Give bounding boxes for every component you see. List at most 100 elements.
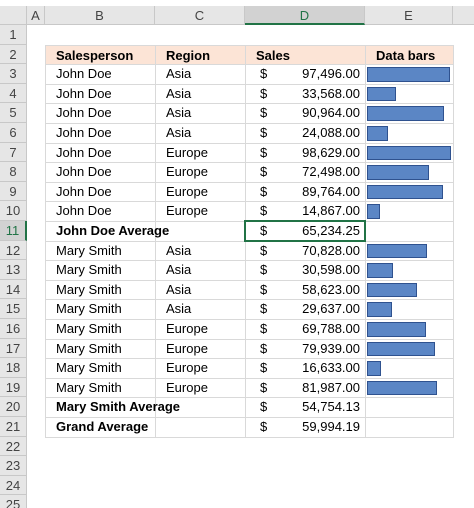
- region-cell[interactable]: Europe: [166, 321, 208, 336]
- region-cell[interactable]: Europe: [166, 379, 208, 395]
- column-header[interactable]: C: [155, 6, 245, 25]
- region-cell[interactable]: Europe: [166, 164, 208, 180]
- row-header[interactable]: 13: [0, 260, 27, 280]
- sales-value[interactable]: 33,568.00: [302, 85, 360, 101]
- salesperson-cell[interactable]: John Doe Average: [56, 223, 170, 238]
- column-header[interactable]: E: [365, 6, 453, 25]
- column-header[interactable]: D: [245, 6, 365, 25]
- salesperson-cell[interactable]: Mary Smith: [56, 321, 122, 336]
- column-header[interactable]: B: [45, 6, 155, 25]
- salesperson-cell[interactable]: John Doe: [56, 85, 112, 101]
- sales-value[interactable]: 24,088.00: [302, 125, 360, 140]
- currency-symbol: $: [260, 203, 268, 219]
- sales-value[interactable]: 72,498.00: [302, 164, 360, 180]
- data-bar: [367, 361, 382, 376]
- grid-line: [45, 397, 454, 399]
- region-cell[interactable]: Europe: [166, 203, 208, 219]
- salesperson-cell[interactable]: Mary Smith: [56, 379, 122, 395]
- sales-value[interactable]: 89,764.00: [302, 183, 360, 199]
- region-cell[interactable]: Asia: [166, 242, 192, 258]
- salesperson-cell[interactable]: Mary Smith Average: [56, 399, 181, 415]
- row-header[interactable]: 4: [0, 83, 27, 104]
- salesperson-cell[interactable]: Mary Smith: [56, 242, 122, 258]
- selected-cell[interactable]: [244, 220, 366, 242]
- row-header[interactable]: 17: [0, 338, 27, 359]
- salesperson-cell[interactable]: John Doe: [56, 144, 112, 160]
- column-header[interactable]: A: [27, 6, 45, 25]
- select-all[interactable]: [0, 6, 27, 25]
- currency-symbol: $: [260, 360, 268, 376]
- data-bar: [367, 165, 429, 180]
- region-cell[interactable]: Europe: [166, 360, 208, 376]
- currency-symbol: $: [260, 105, 268, 121]
- sales-value[interactable]: 58,623.00: [302, 281, 360, 297]
- row-header[interactable]: 16: [0, 319, 27, 339]
- currency-symbol: $: [260, 144, 268, 160]
- row-header[interactable]: 18: [0, 358, 27, 378]
- salesperson-cell[interactable]: Mary Smith: [56, 281, 122, 297]
- row-header[interactable]: 12: [0, 240, 27, 261]
- row-header[interactable]: 22: [0, 436, 27, 457]
- row-header[interactable]: 10: [0, 201, 27, 221]
- salesperson-cell[interactable]: John Doe: [56, 125, 112, 140]
- salesperson-cell[interactable]: John Doe: [56, 66, 112, 82]
- sales-value[interactable]: 79,939.00: [302, 340, 360, 356]
- row-header[interactable]: 1: [0, 25, 27, 45]
- header-cell[interactable]: Salesperson: [46, 45, 155, 65]
- row-header[interactable]: 3: [0, 64, 27, 84]
- sales-value[interactable]: 54,754.13: [302, 399, 360, 415]
- region-cell[interactable]: Asia: [166, 281, 192, 297]
- region-cell[interactable]: Asia: [166, 66, 192, 82]
- sales-value[interactable]: 30,598.00: [302, 262, 360, 278]
- row-header[interactable]: 23: [0, 456, 27, 476]
- row-header[interactable]: 2: [0, 44, 27, 65]
- row-header[interactable]: 19: [0, 377, 27, 398]
- region-cell[interactable]: Asia: [166, 125, 192, 140]
- row-header[interactable]: 7: [0, 142, 27, 163]
- salesperson-cell[interactable]: John Doe: [56, 203, 112, 219]
- header-cell[interactable]: Sales: [246, 45, 365, 65]
- currency-symbol: $: [260, 340, 268, 356]
- region-cell[interactable]: Asia: [166, 301, 192, 317]
- row-header[interactable]: 9: [0, 181, 27, 202]
- row-header[interactable]: 25: [0, 495, 27, 508]
- header-cell[interactable]: Region: [156, 45, 245, 65]
- sales-value[interactable]: 70,828.00: [302, 242, 360, 258]
- salesperson-cell[interactable]: Mary Smith: [56, 301, 122, 317]
- salesperson-cell[interactable]: Mary Smith: [56, 340, 122, 356]
- salesperson-cell[interactable]: Mary Smith: [56, 262, 122, 278]
- region-cell[interactable]: Europe: [166, 144, 208, 160]
- salesperson-cell[interactable]: Grand Average: [56, 419, 149, 434]
- header-cell[interactable]: Data bars: [366, 45, 453, 65]
- region-cell[interactable]: Europe: [166, 183, 208, 199]
- salesperson-cell[interactable]: Mary Smith: [56, 360, 122, 376]
- region-cell[interactable]: Asia: [166, 85, 192, 101]
- row-header[interactable]: 11: [0, 221, 27, 241]
- row-header[interactable]: 24: [0, 475, 27, 496]
- grid-line: [45, 201, 454, 203]
- sales-value[interactable]: 29,637.00: [302, 301, 360, 317]
- region-cell[interactable]: Asia: [166, 262, 192, 278]
- region-cell[interactable]: Asia: [166, 105, 192, 121]
- sales-value[interactable]: 59,994.19: [302, 419, 360, 434]
- sales-value[interactable]: 65,234.25: [302, 223, 360, 238]
- salesperson-cell[interactable]: John Doe: [56, 105, 112, 121]
- sales-value[interactable]: 97,496.00: [302, 66, 360, 82]
- sales-value[interactable]: 14,867.00: [302, 203, 360, 219]
- sales-value[interactable]: 90,964.00: [302, 105, 360, 121]
- row-header[interactable]: 15: [0, 299, 27, 319]
- row-header[interactable]: 14: [0, 279, 27, 300]
- row-header[interactable]: 21: [0, 417, 27, 437]
- region-cell[interactable]: Europe: [166, 340, 208, 356]
- sales-value[interactable]: 69,788.00: [302, 321, 360, 336]
- row-header[interactable]: 6: [0, 123, 27, 143]
- salesperson-cell[interactable]: John Doe: [56, 183, 112, 199]
- data-bar: [367, 282, 417, 298]
- sales-value[interactable]: 16,633.00: [302, 360, 360, 376]
- sales-value[interactable]: 98,629.00: [302, 144, 360, 160]
- sales-value[interactable]: 81,987.00: [302, 379, 360, 395]
- salesperson-cell[interactable]: John Doe: [56, 164, 112, 180]
- row-header[interactable]: 5: [0, 103, 27, 123]
- row-header[interactable]: 20: [0, 397, 27, 417]
- row-header[interactable]: 8: [0, 162, 27, 182]
